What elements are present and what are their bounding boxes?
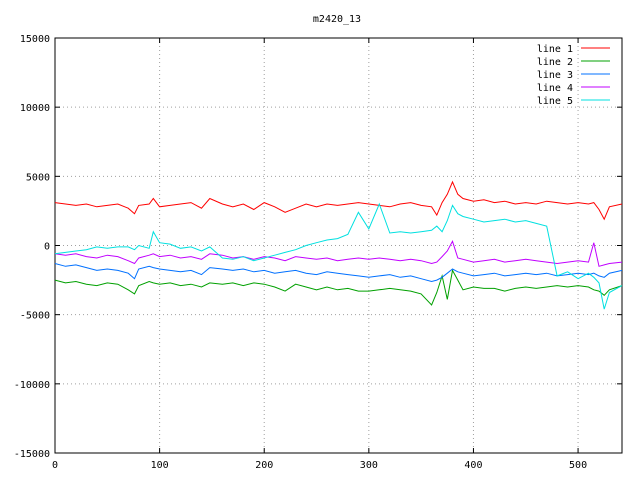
grid-lines [55, 38, 622, 453]
y-tick-label: -5000 [20, 311, 50, 322]
series-line-3 [54, 263, 623, 283]
legend-label: line 2 [537, 57, 573, 68]
x-tick-label: 400 [464, 460, 482, 471]
legend-label: line 4 [537, 83, 573, 94]
y-tick-label: -15000 [14, 449, 50, 460]
x-tick-label: 200 [255, 460, 273, 471]
series-lines [54, 180, 623, 310]
series-line-4 [54, 240, 623, 267]
y-tick-label: 10000 [20, 103, 50, 114]
y-tick-label: -10000 [14, 380, 50, 391]
legend-label: line 5 [537, 96, 573, 107]
y-tick-label: 5000 [26, 172, 50, 183]
y-tick-label: 0 [44, 242, 50, 253]
chart-title: m2420_13 [313, 14, 361, 25]
x-tick-label: 100 [151, 460, 169, 471]
x-tick-label: 0 [52, 460, 58, 471]
x-axis: 0 100 200 300 400 500 [52, 38, 587, 471]
x-tick-label: 300 [360, 460, 378, 471]
series-line-2 [54, 268, 623, 306]
y-axis: -15000 -10000 -5000 0 5000 10000 15000 [14, 34, 622, 460]
y-tick-label: 15000 [20, 34, 50, 45]
legend-label: line 3 [537, 70, 573, 81]
legend: line 1 line 2 line 3 line 4 line 5 [537, 44, 610, 107]
legend-label: line 1 [537, 44, 573, 55]
x-tick-label: 500 [569, 460, 587, 471]
series-line-1 [54, 180, 623, 221]
series-line-5 [54, 202, 623, 310]
